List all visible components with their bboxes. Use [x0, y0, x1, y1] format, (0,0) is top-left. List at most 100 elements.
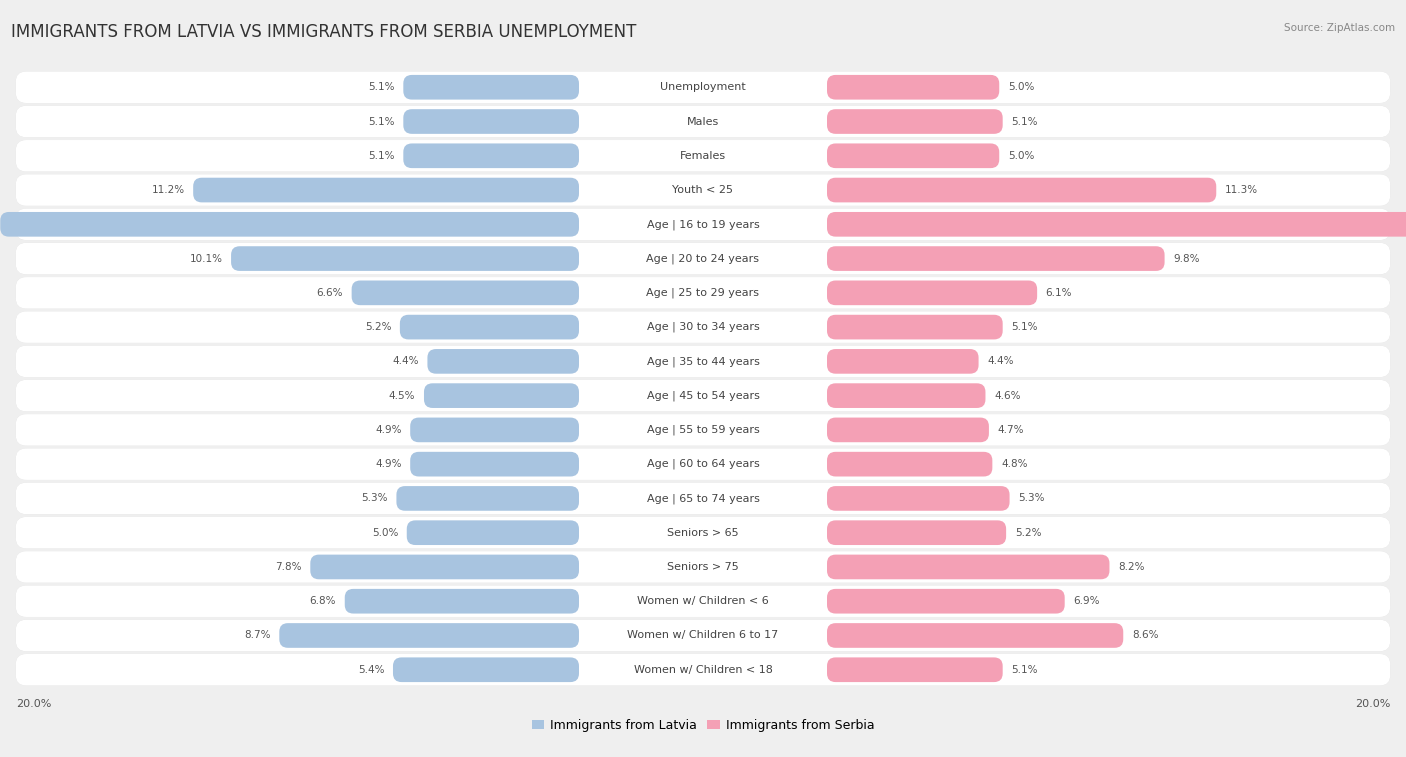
Text: 4.4%: 4.4% [987, 357, 1014, 366]
FancyBboxPatch shape [411, 452, 579, 476]
FancyBboxPatch shape [827, 349, 979, 374]
Text: 5.2%: 5.2% [364, 322, 391, 332]
FancyBboxPatch shape [280, 623, 579, 648]
Text: 5.1%: 5.1% [1011, 665, 1038, 674]
Text: Unemployment: Unemployment [661, 83, 745, 92]
Text: 6.6%: 6.6% [316, 288, 343, 298]
FancyBboxPatch shape [827, 143, 1000, 168]
Text: 4.5%: 4.5% [389, 391, 415, 400]
FancyBboxPatch shape [15, 448, 1391, 480]
FancyBboxPatch shape [15, 174, 1391, 206]
Text: 4.7%: 4.7% [997, 425, 1024, 435]
Text: 11.2%: 11.2% [152, 185, 184, 195]
Text: 4.4%: 4.4% [392, 357, 419, 366]
FancyBboxPatch shape [15, 483, 1391, 514]
FancyBboxPatch shape [827, 109, 1002, 134]
FancyBboxPatch shape [15, 208, 1391, 240]
FancyBboxPatch shape [15, 585, 1391, 617]
FancyBboxPatch shape [311, 555, 579, 579]
Text: 4.9%: 4.9% [375, 425, 402, 435]
FancyBboxPatch shape [579, 316, 827, 338]
FancyBboxPatch shape [15, 346, 1391, 377]
FancyBboxPatch shape [827, 246, 1164, 271]
Text: 5.1%: 5.1% [1011, 117, 1038, 126]
FancyBboxPatch shape [15, 654, 1391, 686]
FancyBboxPatch shape [392, 657, 579, 682]
Text: 5.1%: 5.1% [368, 117, 395, 126]
FancyBboxPatch shape [579, 179, 827, 201]
FancyBboxPatch shape [579, 350, 827, 372]
Text: Age | 20 to 24 years: Age | 20 to 24 years [647, 254, 759, 264]
FancyBboxPatch shape [579, 522, 827, 544]
Text: 5.0%: 5.0% [1008, 83, 1035, 92]
FancyBboxPatch shape [0, 212, 579, 237]
Text: 5.3%: 5.3% [361, 494, 388, 503]
FancyBboxPatch shape [15, 654, 1391, 686]
Text: Seniors > 65: Seniors > 65 [668, 528, 738, 537]
FancyBboxPatch shape [579, 659, 827, 681]
Text: Youth < 25: Youth < 25 [672, 185, 734, 195]
Text: 4.8%: 4.8% [1001, 459, 1028, 469]
Text: 5.1%: 5.1% [1011, 322, 1038, 332]
Text: Seniors > 75: Seniors > 75 [666, 562, 740, 572]
Text: Age | 60 to 64 years: Age | 60 to 64 years [647, 459, 759, 469]
Text: 9.8%: 9.8% [1173, 254, 1199, 263]
FancyBboxPatch shape [15, 380, 1391, 411]
Text: 20.0%: 20.0% [15, 699, 51, 709]
FancyBboxPatch shape [15, 585, 1391, 617]
FancyBboxPatch shape [579, 282, 827, 304]
FancyBboxPatch shape [579, 419, 827, 441]
FancyBboxPatch shape [15, 620, 1391, 651]
FancyBboxPatch shape [15, 140, 1391, 172]
FancyBboxPatch shape [404, 143, 579, 168]
Text: 8.6%: 8.6% [1132, 631, 1159, 640]
FancyBboxPatch shape [15, 414, 1391, 446]
Legend: Immigrants from Latvia, Immigrants from Serbia: Immigrants from Latvia, Immigrants from … [526, 714, 880, 737]
Text: 5.0%: 5.0% [1008, 151, 1035, 160]
Text: Age | 25 to 29 years: Age | 25 to 29 years [647, 288, 759, 298]
Text: 5.0%: 5.0% [371, 528, 398, 537]
FancyBboxPatch shape [827, 589, 1064, 614]
Text: 8.2%: 8.2% [1118, 562, 1144, 572]
Text: Age | 16 to 19 years: Age | 16 to 19 years [647, 219, 759, 229]
FancyBboxPatch shape [579, 213, 827, 235]
FancyBboxPatch shape [15, 517, 1391, 549]
FancyBboxPatch shape [15, 448, 1391, 480]
Text: 20.0%: 20.0% [1355, 699, 1391, 709]
Text: Age | 30 to 34 years: Age | 30 to 34 years [647, 322, 759, 332]
FancyBboxPatch shape [827, 555, 1109, 579]
FancyBboxPatch shape [15, 106, 1391, 137]
Text: IMMIGRANTS FROM LATVIA VS IMMIGRANTS FROM SERBIA UNEMPLOYMENT: IMMIGRANTS FROM LATVIA VS IMMIGRANTS FRO… [11, 23, 637, 41]
FancyBboxPatch shape [827, 623, 1123, 648]
FancyBboxPatch shape [15, 71, 1391, 103]
FancyBboxPatch shape [15, 620, 1391, 651]
FancyBboxPatch shape [15, 277, 1391, 309]
FancyBboxPatch shape [15, 243, 1391, 274]
FancyBboxPatch shape [15, 551, 1391, 583]
FancyBboxPatch shape [15, 517, 1391, 549]
FancyBboxPatch shape [15, 174, 1391, 206]
FancyBboxPatch shape [579, 145, 827, 167]
FancyBboxPatch shape [827, 178, 1216, 202]
FancyBboxPatch shape [827, 657, 1002, 682]
FancyBboxPatch shape [827, 418, 988, 442]
FancyBboxPatch shape [15, 140, 1391, 172]
FancyBboxPatch shape [399, 315, 579, 339]
FancyBboxPatch shape [15, 311, 1391, 343]
Text: 6.9%: 6.9% [1073, 597, 1099, 606]
FancyBboxPatch shape [579, 556, 827, 578]
Text: Age | 35 to 44 years: Age | 35 to 44 years [647, 356, 759, 366]
Text: 6.1%: 6.1% [1046, 288, 1073, 298]
Text: 7.8%: 7.8% [276, 562, 302, 572]
FancyBboxPatch shape [579, 625, 827, 646]
Text: 5.1%: 5.1% [368, 83, 395, 92]
Text: Age | 65 to 74 years: Age | 65 to 74 years [647, 493, 759, 503]
Text: Age | 55 to 59 years: Age | 55 to 59 years [647, 425, 759, 435]
FancyBboxPatch shape [579, 248, 827, 269]
Text: Source: ZipAtlas.com: Source: ZipAtlas.com [1284, 23, 1395, 33]
Text: Women w/ Children 6 to 17: Women w/ Children 6 to 17 [627, 631, 779, 640]
FancyBboxPatch shape [344, 589, 579, 614]
FancyBboxPatch shape [579, 453, 827, 475]
FancyBboxPatch shape [15, 71, 1391, 103]
FancyBboxPatch shape [827, 212, 1406, 237]
